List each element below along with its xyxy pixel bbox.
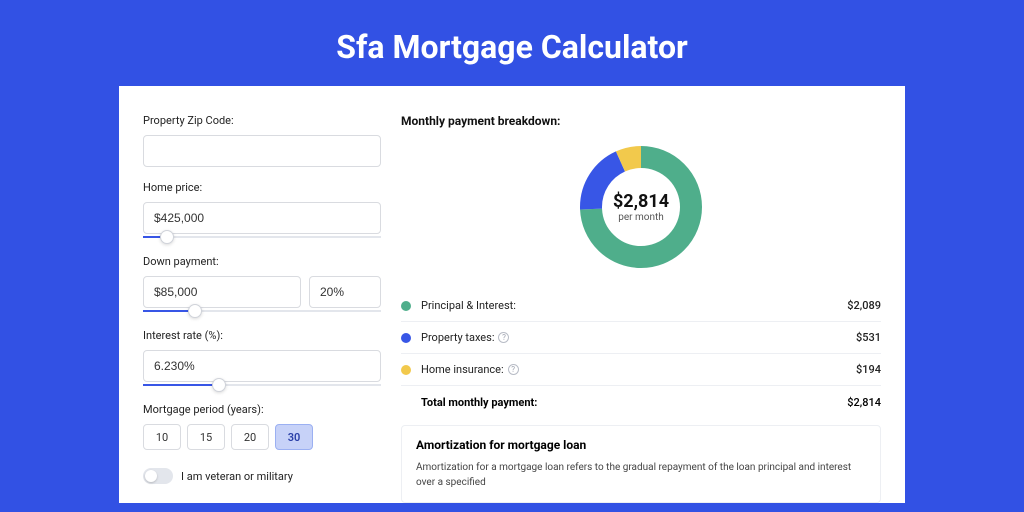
down-payment-thumb[interactable] bbox=[188, 304, 202, 318]
donut-center-sub: per month bbox=[618, 212, 664, 223]
calculator-card: Property Zip Code: Home price: Down paym… bbox=[119, 86, 905, 503]
veteran-toggle-row: I am veteran or military bbox=[143, 468, 381, 484]
interest-rate-label: Interest rate (%): bbox=[143, 329, 381, 342]
legend-dot-ins bbox=[401, 365, 411, 375]
help-icon[interactable]: ? bbox=[508, 364, 519, 375]
legend-row-ins: Home insurance:?$194 bbox=[401, 354, 881, 385]
home-price-thumb[interactable] bbox=[160, 230, 174, 244]
page-title: Sfa Mortgage Calculator bbox=[0, 0, 1024, 86]
breakdown-legend: Principal & Interest:$2,089Property taxe… bbox=[401, 290, 881, 385]
home-price-input[interactable] bbox=[143, 202, 381, 234]
home-price-label: Home price: bbox=[143, 181, 381, 194]
legend-value-tax: $531 bbox=[856, 331, 881, 344]
amortization-title: Amortization for mortgage loan bbox=[416, 438, 866, 452]
legend-dot-pi bbox=[401, 301, 411, 311]
form-column: Property Zip Code: Home price: Down paym… bbox=[143, 114, 381, 503]
period-option-10[interactable]: 10 bbox=[143, 424, 181, 450]
mortgage-period-label: Mortgage period (years): bbox=[143, 403, 381, 416]
down-payment-slider[interactable] bbox=[143, 307, 381, 315]
donut-chart: $2,814 per month bbox=[576, 142, 706, 272]
veteran-label: I am veteran or military bbox=[181, 470, 293, 483]
toggle-knob bbox=[145, 470, 157, 482]
down-payment-field-group: Down payment: bbox=[143, 255, 381, 315]
legend-row-pi: Principal & Interest:$2,089 bbox=[401, 290, 881, 322]
down-payment-amount-input[interactable] bbox=[143, 276, 301, 308]
home-price-field-group: Home price: bbox=[143, 181, 381, 241]
amortization-card: Amortization for mortgage loan Amortizat… bbox=[401, 425, 881, 503]
period-option-30[interactable]: 30 bbox=[275, 424, 313, 450]
legend-label-tax: Property taxes:? bbox=[421, 331, 856, 344]
breakdown-title: Monthly payment breakdown: bbox=[401, 114, 881, 128]
donut-center-amount: $2,814 bbox=[613, 191, 669, 212]
veteran-toggle[interactable] bbox=[143, 468, 173, 484]
interest-rate-field-group: Interest rate (%): bbox=[143, 329, 381, 389]
help-icon[interactable]: ? bbox=[498, 332, 509, 343]
breakdown-total-row: Total monthly payment: $2,814 bbox=[401, 385, 881, 421]
interest-rate-thumb[interactable] bbox=[212, 378, 226, 392]
legend-row-tax: Property taxes:?$531 bbox=[401, 322, 881, 354]
zip-field-group: Property Zip Code: bbox=[143, 114, 381, 167]
zip-input[interactable] bbox=[143, 135, 381, 167]
legend-label-ins: Home insurance:? bbox=[421, 363, 856, 376]
legend-value-ins: $194 bbox=[856, 363, 881, 376]
mortgage-period-options: 10152030 bbox=[143, 424, 381, 450]
period-option-15[interactable]: 15 bbox=[187, 424, 225, 450]
down-payment-label: Down payment: bbox=[143, 255, 381, 268]
amortization-body: Amortization for a mortgage loan refers … bbox=[416, 460, 866, 490]
down-payment-percent-input[interactable] bbox=[309, 276, 381, 308]
total-value: $2,814 bbox=[847, 396, 881, 409]
breakdown-column: Monthly payment breakdown: $2,814 per mo… bbox=[401, 114, 881, 503]
zip-label: Property Zip Code: bbox=[143, 114, 381, 127]
donut-chart-wrap: $2,814 per month bbox=[401, 142, 881, 272]
total-label: Total monthly payment: bbox=[421, 396, 847, 409]
legend-label-pi: Principal & Interest: bbox=[421, 299, 847, 312]
legend-dot-tax bbox=[401, 333, 411, 343]
mortgage-period-group: Mortgage period (years): 10152030 bbox=[143, 403, 381, 450]
interest-rate-slider[interactable] bbox=[143, 381, 381, 389]
interest-rate-input[interactable] bbox=[143, 350, 381, 382]
period-option-20[interactable]: 20 bbox=[231, 424, 269, 450]
legend-value-pi: $2,089 bbox=[847, 299, 881, 312]
home-price-slider[interactable] bbox=[143, 233, 381, 241]
